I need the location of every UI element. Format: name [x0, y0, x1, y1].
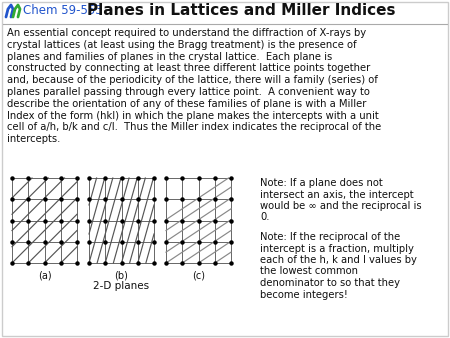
Text: planes and families of planes in the crystal lattice.  Each plane is: planes and families of planes in the cry…	[7, 52, 332, 62]
Text: cell of a/h, b/k and c/l.  Thus the Miller index indicates the reciprocal of the: cell of a/h, b/k and c/l. Thus the Mille…	[7, 122, 381, 132]
Text: intercept is a fraction, multiply: intercept is a fraction, multiply	[260, 243, 414, 254]
Text: Note: If the reciprocal of the: Note: If the reciprocal of the	[260, 232, 400, 242]
Text: and, because of the periodicity of the lattice, there will a family (series) of: and, because of the periodicity of the l…	[7, 75, 378, 85]
Text: 0.: 0.	[260, 213, 270, 222]
Text: would be ∞ and the reciprocal is: would be ∞ and the reciprocal is	[260, 201, 422, 211]
Text: denominator to so that they: denominator to so that they	[260, 278, 400, 288]
Text: Planes in Lattices and Miller Indices: Planes in Lattices and Miller Indices	[87, 3, 396, 18]
Text: (b): (b)	[115, 270, 128, 280]
Text: An essential concept required to understand the diffraction of X-rays by: An essential concept required to underst…	[7, 28, 366, 38]
Text: each of the h, k and l values by: each of the h, k and l values by	[260, 255, 417, 265]
Text: (c): (c)	[192, 270, 205, 280]
Text: crystal lattices (at least using the Bragg treatment) is the presence of: crystal lattices (at least using the Bra…	[7, 40, 356, 50]
Text: 2-D planes: 2-D planes	[94, 281, 149, 291]
Text: intercepts.: intercepts.	[7, 134, 60, 144]
Text: Chem 59-553: Chem 59-553	[23, 4, 103, 17]
Text: intersect an axis, the intercept: intersect an axis, the intercept	[260, 190, 414, 199]
Text: planes parallel passing through every lattice point.  A convenient way to: planes parallel passing through every la…	[7, 87, 370, 97]
Text: (a): (a)	[38, 270, 51, 280]
Text: constructed by connecting at least three different lattice points together: constructed by connecting at least three…	[7, 64, 370, 73]
Text: the lowest common: the lowest common	[260, 266, 358, 276]
Text: describe the orientation of any of these families of plane is with a Miller: describe the orientation of any of these…	[7, 99, 366, 109]
Text: Index of the form (hkl) in which the plane makes the intercepts with a unit: Index of the form (hkl) in which the pla…	[7, 111, 379, 121]
Text: Note: If a plane does not: Note: If a plane does not	[260, 178, 383, 188]
Text: become integers!: become integers!	[260, 290, 348, 299]
